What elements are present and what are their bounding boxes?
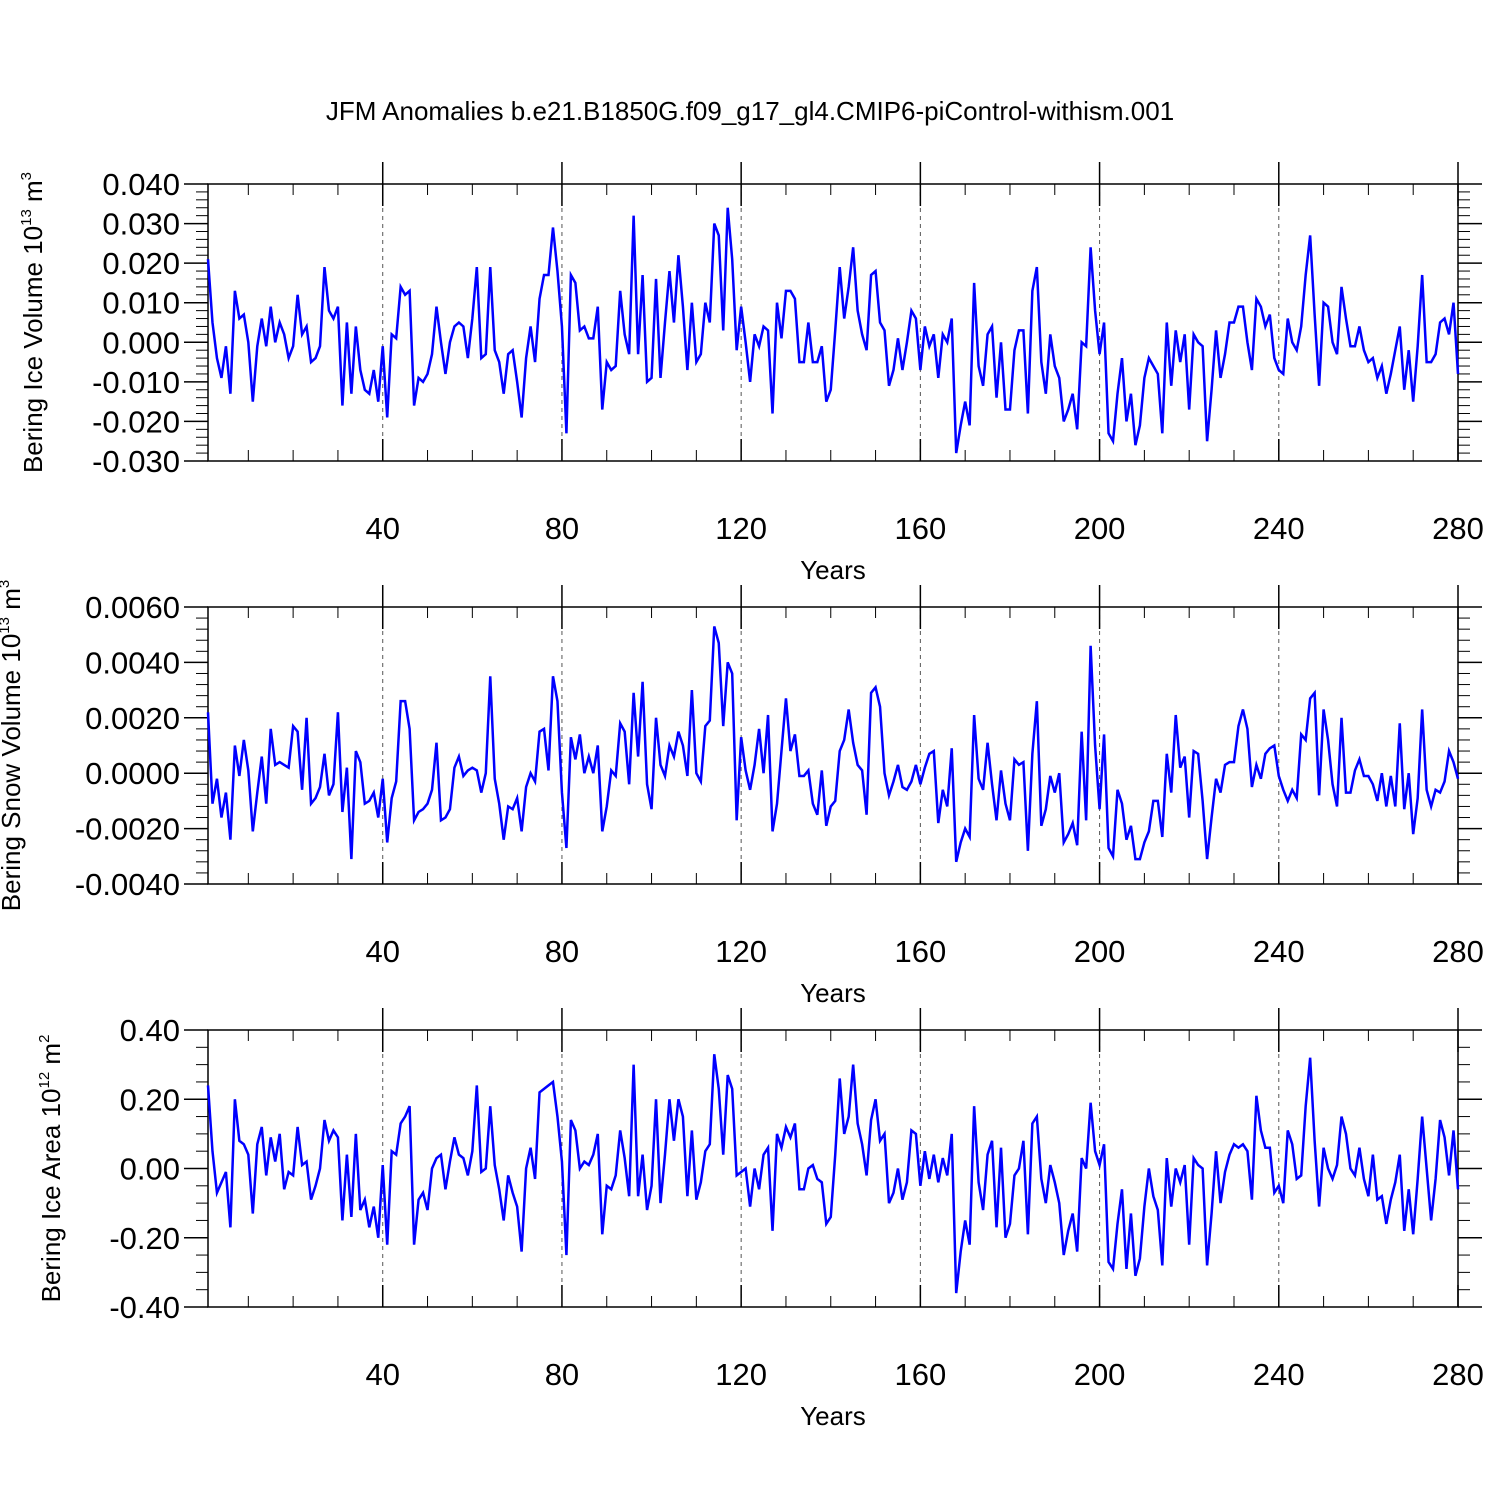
x-tick-label: 280 — [1432, 934, 1484, 969]
y-tick-label: 0.000 — [102, 325, 180, 360]
series-line — [206, 626, 1460, 863]
x-tick-label: 200 — [1074, 511, 1126, 546]
y-tick-label: 0.0020 — [85, 701, 180, 736]
series-line — [206, 1054, 1460, 1294]
y-tick-label: 0.00 — [120, 1152, 180, 1187]
x-tick-label: 200 — [1074, 934, 1126, 969]
y-tick-label: 0.030 — [102, 207, 180, 242]
y-tick-label: -0.40 — [109, 1290, 180, 1325]
series-line — [206, 207, 1460, 454]
y-tick-label: -0.020 — [92, 404, 180, 439]
x-tick-label: 240 — [1253, 1357, 1305, 1392]
y-tick-label: 0.010 — [102, 286, 180, 321]
chart-panel-1: 0.040 0.030 0.020 0.010 0.000 -0.010 -0.020 -0.… — [18, 162, 1484, 585]
x-tick-label: 120 — [715, 1357, 767, 1392]
y-tick-label: -0.0020 — [75, 812, 180, 847]
chart-panel-2: 0.0060 0.0040 0.0020 0.0000 -0.0020 -0.0040 40… — [0, 580, 1484, 1008]
plot-frame — [207, 606, 1459, 885]
y-tick-label: 0.040 — [102, 167, 180, 202]
x-axis-title: Years — [800, 1401, 866, 1431]
x-tick-label: 120 — [715, 511, 767, 546]
x-tick-label: 160 — [894, 1357, 946, 1392]
x-axis-title: Years — [800, 978, 866, 1008]
x-tick-label: 160 — [894, 934, 946, 969]
x-tick-label: 40 — [365, 511, 399, 546]
x-tick-label: 80 — [545, 1357, 579, 1392]
plot-frame — [207, 183, 1459, 462]
y-axis-title: Bering Ice Area 1012 m2 — [36, 1035, 66, 1303]
y-axis-title: Bering Snow Volume 1013 m3 — [0, 580, 26, 911]
x-tick-label: 80 — [545, 511, 579, 546]
x-tick-label: 280 — [1432, 511, 1484, 546]
y-tick-label: -0.010 — [92, 365, 180, 400]
y-tick-label: -0.0040 — [75, 867, 180, 902]
y-tick-label: 0.020 — [102, 246, 180, 281]
x-tick-label: 240 — [1253, 934, 1305, 969]
y-tick-label: 0.40 — [120, 1013, 180, 1048]
y-tick-label: 0.0000 — [85, 756, 180, 791]
y-tick-label: -0.030 — [92, 444, 180, 479]
y-tick-label: -0.20 — [109, 1221, 180, 1256]
x-tick-label: 200 — [1074, 1357, 1126, 1392]
x-tick-label: 240 — [1253, 511, 1305, 546]
chart-title: JFM Anomalies b.e21.B1850G.f09_g17_gl4.C… — [326, 96, 1174, 126]
x-tick-label: 40 — [365, 1357, 399, 1392]
y-tick-label: 0.0060 — [85, 590, 180, 625]
y-axis-title: Bering Ice Volume 1013 m3 — [18, 172, 48, 473]
y-tick-label: 0.20 — [120, 1082, 180, 1117]
x-tick-label: 160 — [894, 511, 946, 546]
x-axis-title: Years — [800, 555, 866, 585]
chart-panel-3: 0.40 0.20 0.00 -0.20 -0.40 40 80 120 160 200 240 28… — [36, 1008, 1484, 1431]
y-tick-label: 0.0040 — [85, 645, 180, 680]
x-tick-label: 280 — [1432, 1357, 1484, 1392]
x-tick-label: 120 — [715, 934, 767, 969]
x-tick-label: 40 — [365, 934, 399, 969]
x-tick-label: 80 — [545, 934, 579, 969]
